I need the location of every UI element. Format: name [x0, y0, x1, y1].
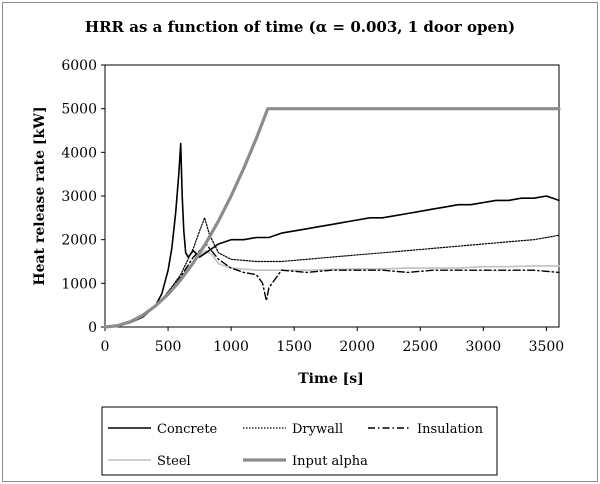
legend-label: Insulation: [417, 422, 484, 437]
y-axis-label: Heat release rate [kW]: [32, 106, 48, 285]
x-tick-label: 1500: [276, 339, 312, 355]
legend-label: Concrete: [157, 422, 218, 437]
x-tick-label: 3000: [466, 339, 502, 355]
plot-area: 0 1000 2000 3000 4000 5000 6000 0 500 1000 1500 200…: [61, 58, 564, 355]
y-tick-label: 4000: [61, 145, 97, 161]
y-tick-label: 6000: [61, 58, 97, 74]
y-tick-label: 1000: [61, 276, 97, 292]
legend-label: Steel: [157, 454, 191, 469]
legend-label: Input alpha: [292, 454, 368, 469]
y-tick-label: 2000: [61, 233, 97, 249]
series-line-concrete: [104, 142, 560, 328]
legend: Concrete Drywall Insulation Steel Input alph…: [101, 406, 498, 476]
x-tick-label: 0: [101, 339, 110, 355]
series-line-drywall: [104, 217, 560, 328]
y-tick-label: 3000: [61, 189, 97, 205]
x-axis-label: Time [s]: [298, 371, 363, 387]
legend-box: [101, 406, 498, 476]
series-line-insulation: [104, 243, 560, 328]
x-tick-label: 2500: [402, 339, 438, 355]
series-line-input-alpha: [103, 107, 561, 329]
x-tick-label: 500: [155, 339, 182, 355]
y-tick-label: 5000: [61, 102, 97, 118]
chart-title: HRR as a function of time (α = 0.003, 1 …: [85, 18, 515, 36]
y-tick-label: 0: [88, 320, 97, 336]
x-tick-label: 2000: [339, 339, 375, 355]
x-tick-label: 3500: [529, 339, 565, 355]
legend-label: Drywall: [292, 422, 343, 437]
x-tick-label: 1000: [213, 339, 249, 355]
